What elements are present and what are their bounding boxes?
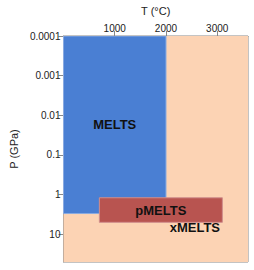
svg-text:1: 1 [55, 189, 61, 200]
svg-text:0.1: 0.1 [47, 149, 61, 160]
svg-text:0.001: 0.001 [35, 70, 60, 81]
svg-text:1000: 1000 [104, 23, 127, 34]
svg-text:2000: 2000 [155, 23, 178, 34]
svg-text:xMELTS: xMELTS [169, 220, 220, 235]
svg-text:P (GPa): P (GPa) [8, 129, 20, 169]
svg-text:pMELTS: pMELTS [135, 203, 186, 218]
svg-text:10: 10 [49, 229, 61, 240]
svg-text:0.01: 0.01 [41, 110, 61, 121]
svg-text:3000: 3000 [206, 23, 229, 34]
svg-text:T (°C): T (°C) [141, 5, 170, 17]
svg-text:MELTS: MELTS [93, 117, 136, 132]
svg-text:0.0001: 0.0001 [30, 31, 61, 42]
